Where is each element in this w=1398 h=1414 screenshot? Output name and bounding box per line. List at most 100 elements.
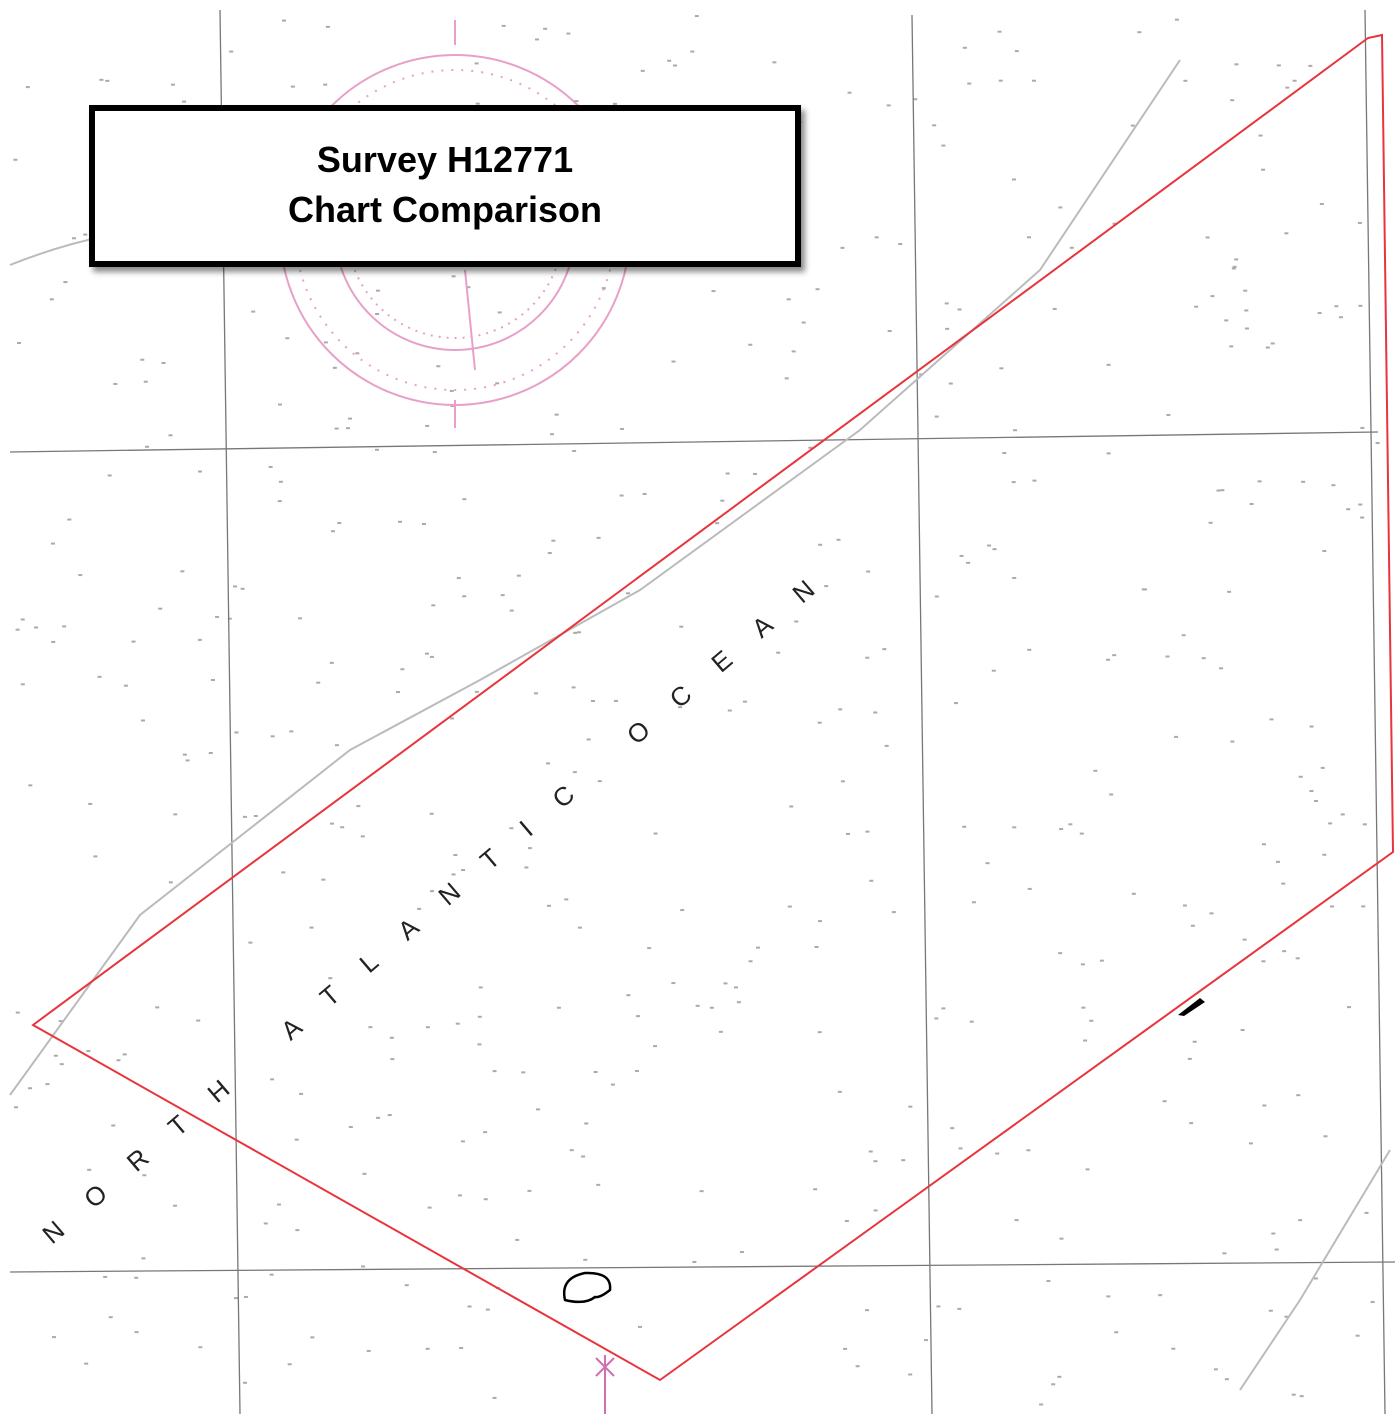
sounding (794, 620, 799, 623)
sounding (626, 592, 631, 595)
sounding (1261, 960, 1266, 963)
sounding (824, 585, 829, 588)
sounding (276, 1203, 281, 1206)
sounding (515, 1238, 520, 1241)
sounding (1358, 304, 1363, 307)
sounding (1068, 823, 1073, 826)
sounding (1210, 295, 1215, 298)
sounding (583, 1258, 588, 1261)
sounding (242, 1381, 247, 1384)
sounding (924, 1339, 929, 1342)
sounding (962, 825, 967, 828)
sounding (572, 449, 577, 452)
sounding (887, 330, 892, 333)
sounding (53, 1054, 58, 1057)
sounding (1230, 99, 1235, 102)
sounding (865, 656, 870, 659)
sounding (1130, 124, 1135, 127)
sounding (185, 759, 190, 762)
sounding (278, 480, 283, 483)
sounding (1201, 657, 1206, 660)
sounding (524, 866, 529, 869)
sounding (1265, 346, 1270, 349)
sounding (554, 413, 559, 416)
sounding (1357, 221, 1362, 224)
sounding (1192, 1040, 1197, 1043)
sounding (1271, 1232, 1276, 1235)
sounding (62, 625, 67, 628)
sounding (1334, 305, 1339, 308)
sounding (1209, 912, 1214, 915)
sounding (1131, 892, 1136, 895)
sounding (34, 626, 39, 629)
sounding (801, 321, 806, 324)
sounding (509, 827, 514, 830)
sounding (229, 50, 234, 53)
sounding (49, 298, 54, 301)
sounding (396, 691, 401, 694)
sounding (1248, 1142, 1253, 1145)
sounding (398, 520, 403, 523)
sounding (995, 1152, 1000, 1155)
sounding (1032, 479, 1037, 482)
sounding (453, 854, 458, 857)
sounding (51, 640, 56, 643)
sounding (99, 78, 104, 81)
sounding (1295, 957, 1300, 960)
sounding (573, 631, 578, 634)
sounding (328, 977, 333, 980)
sounding (620, 428, 625, 431)
sounding (755, 946, 760, 949)
sounding (934, 415, 939, 418)
sounding (637, 1325, 642, 1328)
sounding (362, 1172, 367, 1175)
sounding (1011, 481, 1016, 484)
sounding (457, 1194, 462, 1197)
sounding (1026, 236, 1031, 239)
sounding (736, 1001, 741, 1004)
sounding (596, 536, 601, 539)
sounding (1309, 725, 1314, 728)
sounding (111, 1124, 116, 1127)
sounding (375, 448, 380, 451)
title-line: Survey H12771 (317, 139, 573, 180)
sounding (610, 1083, 615, 1086)
sounding (1099, 959, 1104, 962)
sounding (864, 1309, 869, 1312)
sounding (626, 994, 631, 997)
sounding (999, 367, 1004, 370)
sounding (1039, 1403, 1044, 1406)
sounding (168, 434, 173, 437)
sounding (63, 281, 68, 284)
sounding (1231, 267, 1236, 270)
sounding (884, 744, 889, 747)
sounding (886, 104, 891, 107)
sounding (597, 780, 602, 783)
sounding (122, 1053, 127, 1056)
sounding (1216, 489, 1221, 492)
sounding (1258, 134, 1263, 137)
sounding (143, 380, 148, 383)
sounding (208, 751, 213, 754)
sounding (1171, 1347, 1176, 1350)
sounding (1194, 305, 1199, 308)
sounding (485, 1308, 490, 1311)
sounding (572, 771, 577, 774)
sounding (1338, 316, 1343, 319)
sounding (671, 360, 676, 363)
sounding (84, 1362, 89, 1365)
sounding (242, 815, 247, 818)
sounding (86, 1050, 91, 1053)
sounding (1220, 489, 1225, 492)
sounding (168, 881, 173, 884)
sounding (375, 289, 380, 292)
sounding (1114, 1331, 1119, 1334)
sounding (1314, 800, 1319, 803)
sounding (197, 470, 202, 473)
sounding (1205, 236, 1210, 239)
sounding (516, 574, 521, 577)
sounding (103, 1275, 108, 1278)
sounding (430, 890, 435, 893)
sounding (1292, 79, 1297, 82)
